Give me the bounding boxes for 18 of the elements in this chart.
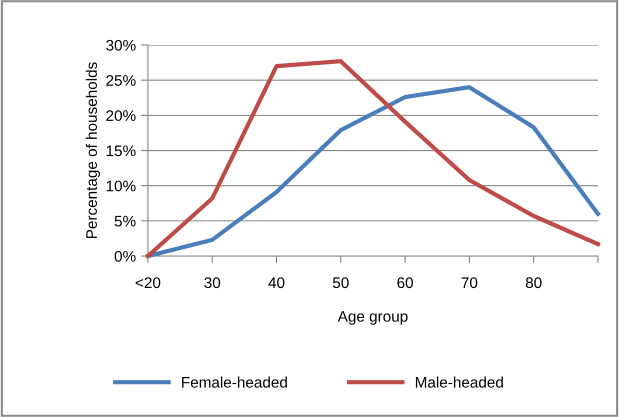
y-axis-title: Percentage of households (86, 62, 100, 238)
y-tick-label: 0% (114, 250, 136, 262)
y-tick-label: 30% (106, 40, 136, 51)
x-tick-label: 40 (268, 277, 284, 288)
legend-label: Male-headed (416, 376, 503, 388)
x-axis-title: Age group (338, 311, 408, 325)
y-tick-label: 10% (106, 180, 136, 192)
x-tick-label: 50 (332, 277, 349, 288)
y-tick-label: 5% (114, 216, 136, 227)
legend-label: Female-headed (182, 376, 287, 388)
y-tick-label: 20% (106, 110, 136, 122)
x-tick-label: 60 (397, 277, 413, 288)
x-tick-label: <20 (136, 277, 160, 288)
x-tick-label: 30 (204, 277, 220, 288)
y-tick-label: 25% (106, 75, 136, 86)
x-tick-label: 70 (462, 277, 478, 288)
x-tick-label: 80 (526, 277, 542, 288)
y-tick-label: 15% (106, 145, 136, 156)
